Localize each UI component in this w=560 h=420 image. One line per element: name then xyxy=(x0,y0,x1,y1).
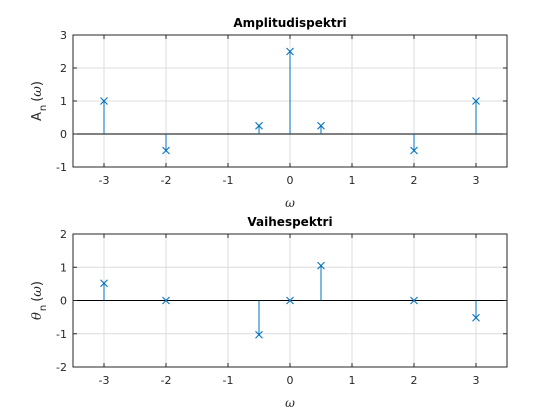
stem-marker xyxy=(162,296,170,305)
x-tick-label: -1 xyxy=(223,174,234,187)
y-axis-label-paren-close: ) xyxy=(30,281,45,286)
y-tick-label: 1 xyxy=(60,261,67,274)
y-tick-label: 0 xyxy=(60,295,67,308)
x-axis-label: ω xyxy=(285,396,295,410)
y-axis-label-paren-open: ( xyxy=(30,97,45,102)
marker-stroke xyxy=(317,121,325,130)
x-tick-label: 3 xyxy=(473,174,480,187)
marker-stroke xyxy=(317,261,325,270)
y-axis-label: θn (ω) xyxy=(30,281,49,320)
marker-stroke xyxy=(410,296,418,305)
y-tick-label: 1 xyxy=(60,95,67,108)
y-tick-label: -1 xyxy=(56,328,67,341)
y-tick-label: 2 xyxy=(60,228,67,241)
y-axis-label-subscript: n xyxy=(38,305,49,311)
y-axis-label-subscript: n xyxy=(38,105,49,111)
y-tick-label: 0 xyxy=(60,128,67,141)
marker-stroke xyxy=(286,296,294,305)
x-tick-label: 2 xyxy=(411,374,418,387)
marker-stroke xyxy=(286,47,294,56)
stem-marker xyxy=(317,261,325,270)
stem-marker xyxy=(162,146,170,155)
stem-marker xyxy=(100,279,108,288)
marker-stroke xyxy=(162,146,170,155)
x-tick-label: -3 xyxy=(99,174,110,187)
chart-title: Amplitudispektri xyxy=(233,16,346,30)
y-axis-label-arg: ω xyxy=(30,86,45,97)
y-axis-label: An (ω) xyxy=(30,81,49,121)
stem-marker xyxy=(255,121,263,130)
stem-marker xyxy=(100,97,108,105)
stem-marker xyxy=(255,330,263,339)
y-axis-label-paren-close: ) xyxy=(30,81,45,86)
y-axis-label-paren-open: ( xyxy=(30,297,45,302)
x-tick-label: -3 xyxy=(99,374,110,387)
x-tick-label: 0 xyxy=(287,374,294,387)
x-tick-label: -2 xyxy=(161,374,172,387)
marker-stroke xyxy=(100,97,108,105)
x-tick-label: -2 xyxy=(161,174,172,187)
marker-stroke xyxy=(255,121,263,130)
x-tick-label: 1 xyxy=(349,174,356,187)
y-axis-label-arg: ω xyxy=(30,286,45,297)
stem-marker xyxy=(286,47,294,56)
y-axis-label-main: θ xyxy=(30,312,45,320)
x-tick-label: 2 xyxy=(411,174,418,187)
chart-title: Vaihespektri xyxy=(247,215,332,229)
stem-marker xyxy=(317,121,325,130)
marker-stroke xyxy=(162,296,170,305)
y-axis-label-main: A xyxy=(30,112,45,121)
x-tick-label: -1 xyxy=(223,374,234,387)
stem-marker xyxy=(410,296,418,305)
x-tick-label: 1 xyxy=(349,374,356,387)
y-tick-label: 2 xyxy=(60,62,67,75)
y-tick-label: 3 xyxy=(60,29,67,42)
marker-stroke xyxy=(472,313,480,322)
stem-marker xyxy=(472,313,480,322)
marker-stroke xyxy=(255,330,263,339)
stem-marker xyxy=(286,296,294,305)
marker-stroke xyxy=(410,146,418,155)
marker-stroke xyxy=(100,279,108,288)
marker-stroke xyxy=(472,97,480,105)
x-tick-label: 0 xyxy=(287,174,294,187)
stem-marker xyxy=(410,146,418,155)
x-tick-label: 3 xyxy=(473,374,480,387)
y-tick-label: -2 xyxy=(56,361,67,374)
y-tick-label: -1 xyxy=(56,161,67,174)
x-axis-label: ω xyxy=(285,196,295,210)
stem-marker xyxy=(472,97,480,105)
